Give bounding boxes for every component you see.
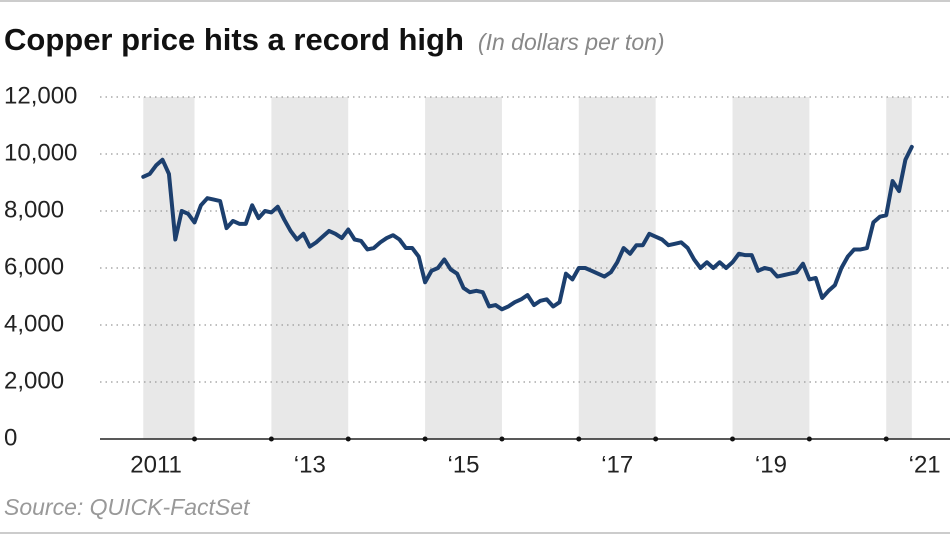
year-tick bbox=[268, 436, 274, 442]
chart-subtitle: (In dollars per ton) bbox=[478, 29, 665, 55]
x-tick-label: ‘17 bbox=[601, 451, 633, 478]
year-tick bbox=[192, 436, 198, 442]
y-tick-label: 2,000 bbox=[4, 367, 64, 394]
year-tick bbox=[806, 436, 812, 442]
x-tick-label: ‘15 bbox=[448, 451, 480, 478]
grid: 0 2,000 4,000 6,000 8,000 10,000 12,000 2011 ‘13… bbox=[4, 82, 950, 478]
y-tick-label: 10,000 bbox=[4, 139, 77, 166]
year-tick bbox=[576, 436, 582, 442]
y-tick-label: 6,000 bbox=[4, 253, 64, 280]
x-tick-label: ‘13 bbox=[294, 451, 326, 478]
shaded-year bbox=[886, 97, 912, 439]
year-tick bbox=[345, 436, 351, 442]
year-tick bbox=[730, 436, 736, 442]
plot bbox=[141, 144, 914, 312]
x-tick-label: 2011 bbox=[130, 451, 182, 478]
year-tick bbox=[653, 436, 659, 442]
y-tick-label: 8,000 bbox=[4, 196, 64, 223]
y-tick-label: 0 bbox=[4, 424, 17, 451]
x-tick-label: ‘19 bbox=[755, 451, 787, 478]
chart-title: Copper price hits a record high bbox=[4, 22, 464, 57]
x-tick-label: ‘21 bbox=[909, 451, 941, 478]
year-tick bbox=[499, 436, 505, 442]
year-tick bbox=[883, 436, 889, 442]
source-note: Source: QUICK-FactSet bbox=[4, 494, 251, 520]
shaded-year bbox=[143, 97, 195, 439]
year-tick bbox=[422, 436, 428, 442]
shaded-bands bbox=[143, 97, 912, 439]
y-tick-label: 4,000 bbox=[4, 310, 64, 337]
y-tick-label: 12,000 bbox=[4, 82, 77, 109]
price-line bbox=[141, 144, 914, 312]
